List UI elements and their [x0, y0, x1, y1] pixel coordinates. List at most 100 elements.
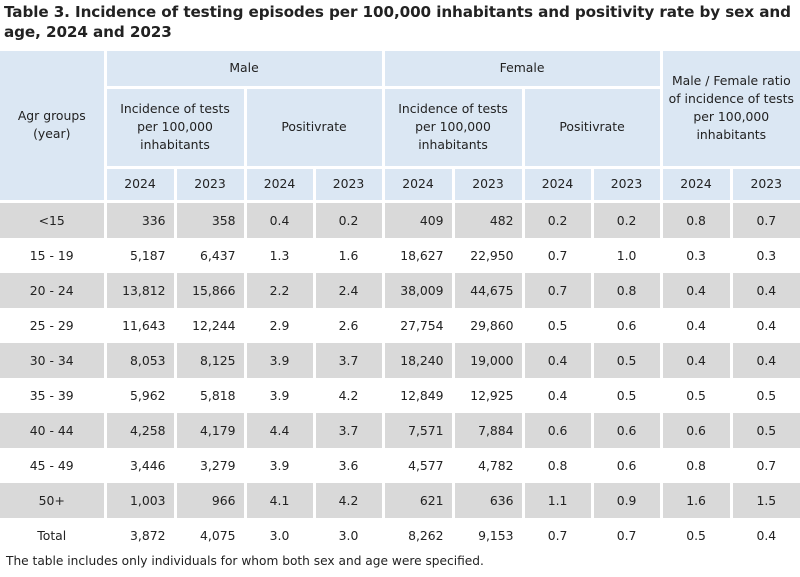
cell-r-2024: 0.5 [661, 517, 733, 553]
cell-f-pos-2023: 0.5 [592, 342, 663, 378]
year-header: 2024 [245, 167, 316, 203]
cell-f-pos-2023: 0.2 [592, 201, 663, 238]
cell-f-inc-2024: 12,849 [383, 377, 455, 413]
cell-age: 45 - 49 [0, 447, 107, 483]
header-age-groups: Agr groups (year) [0, 51, 107, 203]
cell-f-inc-2024: 38,009 [383, 272, 455, 308]
cell-m-pos-2024: 3.0 [245, 517, 316, 553]
cell-age: 50+ [0, 482, 107, 518]
cell-r-2023: 0.4 [731, 342, 800, 378]
cell-f-inc-2023: 44,675 [453, 272, 525, 308]
cell-f-pos-2024: 1.1 [523, 482, 594, 518]
cell-r-2023: 0.4 [756, 527, 777, 543]
cell-r-2023: 1.5 [731, 482, 800, 518]
cell-m-pos-2023: 4.2 [314, 482, 385, 518]
header-female-incidence: Incidence of tests per 100,000 inhabitan… [383, 87, 525, 169]
cell-m-pos-2023: 2.4 [314, 272, 385, 308]
female-incidence-label: Incidence of tests per 100,000 inhabitan… [398, 101, 508, 152]
year-header: 2023 [731, 167, 800, 203]
year-header: 2023 [175, 167, 247, 203]
cell-m-inc-2024: 336 [105, 201, 177, 238]
cell-m-inc-2023: 966 [175, 482, 247, 518]
cell-r-2024: 0.5 [661, 377, 733, 413]
cell-m-pos-2023: 3.6 [314, 447, 385, 483]
cell-m-pos-2023: 2.6 [314, 307, 385, 343]
table-row: 15 - 19 5,187 6,437 1.3 1.6 18,627 22,950 0.7 1.… [0, 237, 800, 273]
cell-m-pos-2023: 0.2 [314, 201, 385, 238]
cell-m-inc-2023: 358 [175, 201, 247, 238]
cell-m-pos-2024: 4.1 [245, 482, 316, 518]
table-row: 25 - 29 11,643 12,244 2.9 2.6 27,754 29,860 0.5… [0, 307, 800, 343]
table-row: 40 - 44 4,258 4,179 4.4 3.7 7,571 7,884 0.6 0.6 0… [0, 412, 800, 448]
cell-f-inc-2024: 4,577 [383, 447, 455, 483]
cell-r-2023: 0.7 [756, 457, 777, 473]
cell-r-2023: 0.5 [731, 412, 800, 448]
table-row: 20 - 24 13,812 15,866 2.2 2.4 38,009 44,675 0.7… [0, 272, 800, 308]
cell-r-2024: 0.8 [661, 201, 733, 238]
cell-age: 15 - 19 [0, 237, 107, 273]
cell-f-pos-2024: 0.4 [523, 377, 594, 413]
cell-f-pos-2023: 0.6 [592, 447, 663, 483]
header-male-positivity: Positivrate [245, 87, 385, 169]
cell-m-inc-2023: 4,075 [175, 517, 247, 553]
cell-r-2024: 0.4 [661, 307, 733, 343]
cell-m-inc-2023: 3,279 [175, 447, 247, 483]
data-table: Agr groups (year) Male Female Male / Fem… [0, 51, 800, 553]
cell-m-pos-2024: 3.9 [245, 447, 316, 483]
footnote: The table includes only individuals for … [6, 554, 484, 568]
cell-m-inc-2024: 4,258 [105, 412, 177, 448]
cell-r-2023: 0.7 [731, 201, 800, 238]
male-incidence-label: Incidence of tests per 100,000 inhabitan… [120, 101, 230, 152]
cell-m-inc-2023: 4,179 [175, 412, 247, 448]
cell-f-inc-2023: 22,950 [453, 237, 525, 273]
cell-f-inc-2023: 7,884 [453, 412, 525, 448]
cell-m-inc-2024: 8,053 [105, 342, 177, 378]
header-ratio: Male / Female ratio of incidence of test… [661, 51, 800, 169]
cell-f-inc-2024: 7,571 [383, 412, 455, 448]
cell-m-pos-2023: 3.0 [314, 517, 385, 553]
cell-m-inc-2023: 5,818 [175, 377, 247, 413]
cell-m-pos-2024: 2.9 [245, 307, 316, 343]
cell-f-pos-2023: 0.7 [592, 517, 663, 553]
cell-age: 30 - 34 [0, 342, 107, 378]
header-female: Female [383, 51, 663, 89]
cell-f-pos-2023: 1.0 [592, 237, 663, 273]
cell-f-pos-2023: 0.6 [592, 412, 663, 448]
cell-f-inc-2024: 409 [383, 201, 455, 238]
cell-f-pos-2023: 0.6 [592, 307, 663, 343]
table-row: 45 - 49 3,446 3,279 3.9 3.6 4,577 4,782 0.8 0.6 0… [0, 447, 800, 483]
cell-r-2023: 0.3 [756, 247, 777, 263]
cell-m-inc-2024: 5,187 [105, 237, 177, 273]
cell-r-2024: 0.4 [661, 342, 733, 378]
cell-age: 40 - 44 [0, 412, 107, 448]
cell-r-2024: 0.3 [661, 237, 733, 273]
cell-f-pos-2024: 0.7 [523, 272, 594, 308]
cell-m-pos-2024: 0.4 [245, 201, 316, 238]
cell-m-pos-2024: 4.4 [245, 412, 316, 448]
cell-f-pos-2024: 0.6 [523, 412, 594, 448]
cell-f-inc-2024: 18,627 [383, 237, 455, 273]
cell-age: <15 [0, 201, 107, 238]
cell-f-pos-2023: 0.9 [592, 482, 663, 518]
cell-m-inc-2024: 13,812 [105, 272, 177, 308]
cell-f-pos-2024: 0.7 [523, 237, 594, 273]
cell-f-inc-2024: 621 [383, 482, 455, 518]
cell-f-pos-2023: 0.5 [592, 377, 663, 413]
header-male-incidence: Incidence of tests per 100,000 inhabitan… [105, 87, 247, 169]
header-male: Male [105, 51, 385, 89]
table-row: 30 - 34 8,053 8,125 3.9 3.7 18,240 19,000 0.4 0.… [0, 342, 800, 378]
cell-f-inc-2023: 636 [453, 482, 525, 518]
year-header: 2024 [105, 167, 177, 203]
cell-m-inc-2024: 11,643 [105, 307, 177, 343]
cell-f-pos-2023: 0.8 [592, 272, 663, 308]
year-header: 2023 [453, 167, 525, 203]
cell-m-pos-2023: 4.2 [314, 377, 385, 413]
cell-f-inc-2023: 29,860 [453, 307, 525, 343]
cell-m-pos-2023: 3.7 [314, 412, 385, 448]
cell-r-2024: 0.8 [661, 447, 733, 483]
cell-f-inc-2023: 9,153 [453, 517, 525, 553]
year-header: 2023 [592, 167, 663, 203]
cell-f-pos-2024: 0.8 [523, 447, 594, 483]
cell-f-pos-2024: 0.2 [523, 201, 594, 238]
table-body: <15 336 358 0.4 0.2 409 482 0.2 0.2 0.8 0.7 15 - 19… [0, 201, 800, 553]
